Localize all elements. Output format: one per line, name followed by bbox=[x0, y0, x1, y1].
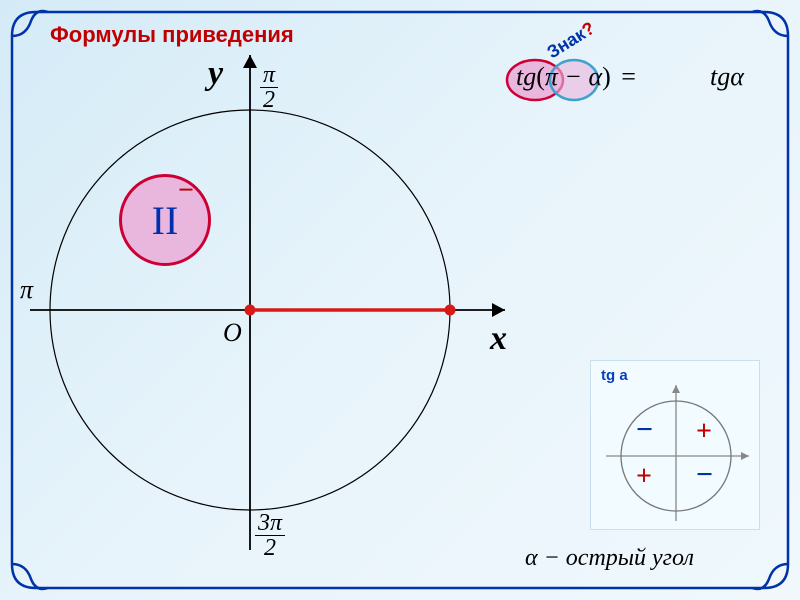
q3-sign: + bbox=[636, 461, 652, 493]
pi-left-label: π bbox=[20, 275, 33, 305]
q4-sign: − bbox=[696, 458, 713, 492]
3pi-over-2-label: 3π2 bbox=[255, 510, 285, 560]
origin-label: O bbox=[223, 318, 242, 348]
q2-sign: − bbox=[636, 413, 653, 447]
q1-sign: + bbox=[696, 416, 712, 448]
x-axis-label: x bbox=[490, 320, 507, 358]
pi-over-2-label: π2 bbox=[260, 62, 278, 112]
quadrant-2-badge: II − bbox=[119, 174, 211, 266]
lhs-formula: tg(π − α) = bbox=[516, 62, 636, 92]
tan-sign-chart: tg a + − + − bbox=[590, 360, 760, 530]
mini-chart-label: tg a bbox=[601, 367, 628, 384]
y-axis-label: y bbox=[208, 55, 223, 93]
rhs-formula: tgα bbox=[710, 62, 744, 92]
alpha-acute-note: α − острый угол bbox=[525, 545, 694, 572]
